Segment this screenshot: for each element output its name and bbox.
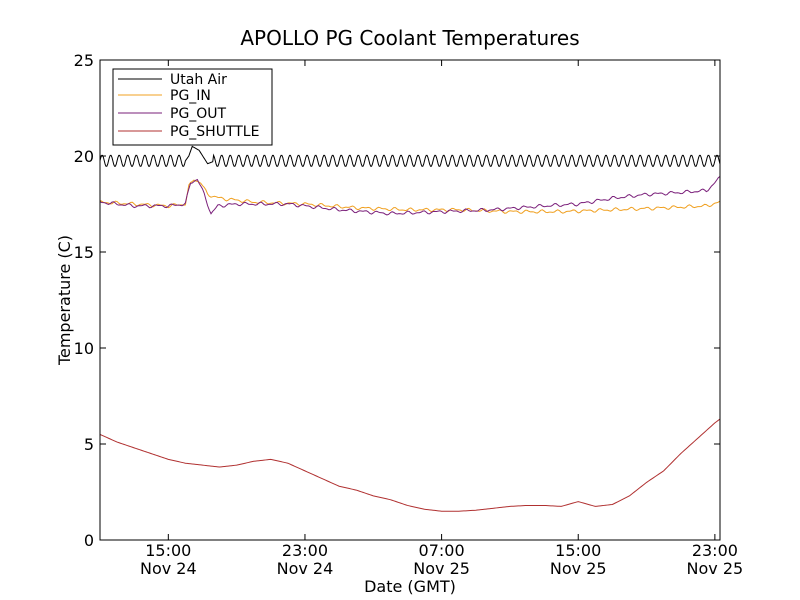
legend-label-utah-air: Utah Air <box>170 72 227 88</box>
y-tick-label: 15 <box>74 243 94 262</box>
series-line-pg-in <box>100 179 720 214</box>
legend-box <box>112 68 273 146</box>
x-tick-label-time: 15:00 <box>555 541 601 560</box>
y-tick-label: 10 <box>74 339 94 358</box>
y-axis-label: Temperature (C) <box>55 235 74 366</box>
chart-title: APOLLO PG Coolant Temperatures <box>240 26 579 50</box>
y-tick-label: 0 <box>84 531 94 550</box>
y-tick-label: 5 <box>84 435 94 454</box>
series-line-utah-air <box>100 145 720 167</box>
x-tick-label-date: Nov 25 <box>413 559 470 578</box>
x-tick-label-date: Nov 24 <box>277 559 334 578</box>
series-line-pg-shuttle <box>100 418 720 512</box>
legend-label-pg-out: PG_OUT <box>170 106 227 122</box>
legend: Utah Air PG_IN PG_OUT PG_SHUTTLE <box>112 68 273 146</box>
series-line-pg-out <box>100 175 720 216</box>
plot-area <box>100 145 720 512</box>
y-tick-label: 20 <box>74 147 94 166</box>
x-tick-label-time: 07:00 <box>419 541 465 560</box>
x-tick-label-time: 23:00 <box>692 541 738 560</box>
legend-label-pg-shuttle: PG_SHUTTLE <box>170 124 259 140</box>
x-tick-label-date: Nov 25 <box>550 559 607 578</box>
x-tick-label-date: Nov 24 <box>140 559 197 578</box>
x-tick-label-time: 15:00 <box>145 541 191 560</box>
x-tick-label-time: 23:00 <box>282 541 328 560</box>
legend-label-pg-in: PG_IN <box>170 88 211 104</box>
x-axis-label: Date (GMT) <box>364 577 456 596</box>
plot-frame <box>99 59 721 541</box>
y-tick-label: 25 <box>74 51 94 70</box>
x-tick-label-date: Nov 25 <box>687 559 744 578</box>
